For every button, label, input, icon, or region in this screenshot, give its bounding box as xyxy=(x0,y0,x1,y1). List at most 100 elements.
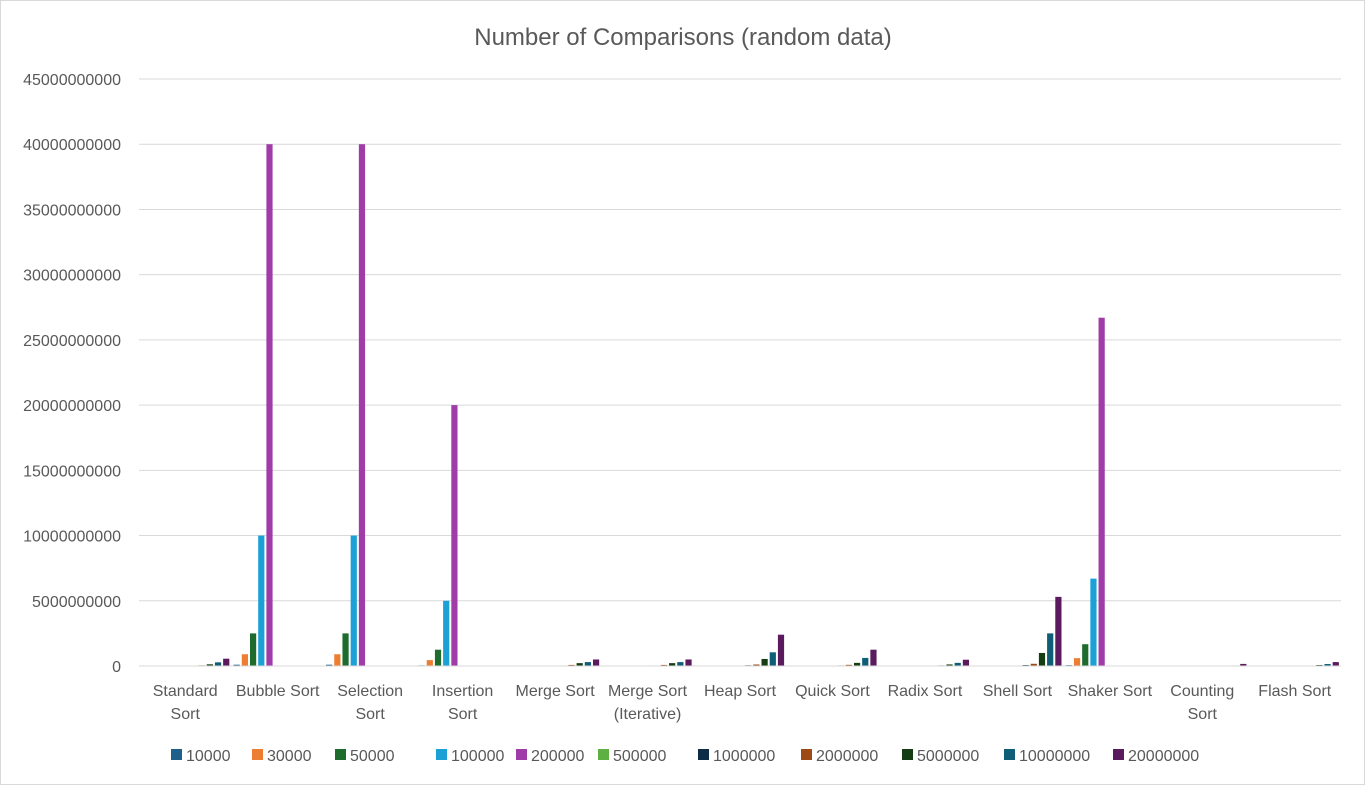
legend-label: 50000 xyxy=(350,748,395,765)
legend-swatch xyxy=(698,749,709,760)
bar xyxy=(1082,644,1089,666)
bar xyxy=(451,405,458,666)
bar xyxy=(258,535,265,666)
bar xyxy=(954,662,961,666)
bar xyxy=(334,654,341,666)
bar xyxy=(266,144,273,666)
legend-swatch xyxy=(598,749,609,760)
y-tick-label: 20000000000 xyxy=(23,398,121,415)
legend-label: 100000 xyxy=(451,748,504,765)
legend-swatch xyxy=(516,749,527,760)
bar xyxy=(677,662,684,666)
bar xyxy=(426,660,433,666)
x-tick-label: Quick Sort xyxy=(795,683,870,700)
bar xyxy=(685,659,692,666)
bar xyxy=(568,664,575,666)
y-tick-label: 0 xyxy=(112,659,121,676)
legend-label: 10000000 xyxy=(1019,748,1090,765)
bar xyxy=(584,662,591,666)
legend-label: 20000000 xyxy=(1128,748,1199,765)
bar xyxy=(249,633,257,666)
x-tick-label: Sort xyxy=(448,706,478,723)
x-tick-label: (Iterative) xyxy=(614,706,682,723)
legend: 10000 30000 50000 100000 200000 500000 1000000… xyxy=(171,748,1199,765)
legend-swatch xyxy=(1004,749,1015,760)
x-tick-label: Sort xyxy=(355,706,385,723)
bar xyxy=(853,662,861,666)
legend-swatch xyxy=(1113,749,1124,760)
legend-label: 5000000 xyxy=(917,748,979,765)
x-tick-label: Insertion xyxy=(432,683,493,700)
bar xyxy=(1240,663,1247,666)
x-tick-label: Bubble Sort xyxy=(236,683,320,700)
bar xyxy=(342,633,349,666)
bar xyxy=(233,664,240,666)
bar xyxy=(350,535,357,666)
chart-title: Number of Comparisons (random data) xyxy=(474,24,892,51)
bar xyxy=(1098,317,1105,666)
x-tick-label: Sort xyxy=(1188,706,1218,723)
bar xyxy=(845,664,852,666)
y-tick-label: 5000000000 xyxy=(32,594,121,611)
bar xyxy=(777,634,785,666)
legend-swatch xyxy=(252,749,263,760)
y-tick-label: 45000000000 xyxy=(23,72,121,89)
bar xyxy=(214,662,222,666)
y-tick-label: 15000000000 xyxy=(23,463,121,480)
legend-swatch xyxy=(902,749,913,760)
bar xyxy=(962,659,970,666)
bar xyxy=(1047,633,1054,666)
y-tick-label: 25000000000 xyxy=(23,333,121,350)
y-tick-label: 10000000000 xyxy=(23,529,121,546)
bar xyxy=(443,600,450,666)
x-tick-label: Shell Sort xyxy=(983,683,1053,700)
bar xyxy=(669,663,676,666)
bar xyxy=(761,658,768,666)
bar xyxy=(1038,652,1046,666)
bar xyxy=(1332,662,1339,666)
bar xyxy=(592,659,600,666)
bar xyxy=(241,654,248,666)
x-tick-label: Sort xyxy=(171,706,201,723)
bar xyxy=(870,649,877,666)
x-tick-label: Merge Sort xyxy=(516,683,596,700)
legend-swatch xyxy=(801,749,812,760)
bar xyxy=(1090,578,1097,666)
bar xyxy=(769,652,776,666)
legend-label: 1000000 xyxy=(713,748,775,765)
legend-label: 500000 xyxy=(613,748,666,765)
bar xyxy=(326,664,333,666)
bar xyxy=(1073,658,1081,666)
y-tick-label: 30000000000 xyxy=(23,268,121,285)
y-axis-ticks: 0 5000000000 10000000000 15000000000 2000000… xyxy=(23,72,121,676)
y-tick-label: 40000000000 xyxy=(23,137,121,154)
x-tick-label: Merge Sort xyxy=(608,683,688,700)
bars xyxy=(141,144,1339,666)
x-tick-label: Counting xyxy=(1170,683,1234,700)
bar xyxy=(862,657,869,666)
bar xyxy=(1055,596,1062,666)
bar xyxy=(434,649,442,666)
legend-swatch xyxy=(171,749,182,760)
bar xyxy=(1030,663,1037,666)
bar xyxy=(660,664,668,666)
x-axis: Standard Sort Bubble Sort Selection Sort Inse… xyxy=(139,665,1341,723)
legend-label: 2000000 xyxy=(816,748,878,765)
legend-label: 30000 xyxy=(267,748,312,765)
bar xyxy=(753,664,760,666)
legend-swatch xyxy=(335,749,346,760)
bar xyxy=(206,664,213,666)
x-tick-label: Selection xyxy=(337,683,403,700)
x-tick-label: Flash Sort xyxy=(1258,683,1331,700)
x-tick-label: Standard xyxy=(153,683,218,700)
x-tick-label: Heap Sort xyxy=(704,683,777,700)
bar xyxy=(358,144,366,666)
x-tick-label: Shaker Sort xyxy=(1068,683,1153,700)
legend-label: 10000 xyxy=(186,748,231,765)
bar xyxy=(946,664,953,666)
legend-swatch xyxy=(436,749,447,760)
x-tick-label: Radix Sort xyxy=(888,683,963,700)
bar xyxy=(576,663,583,666)
